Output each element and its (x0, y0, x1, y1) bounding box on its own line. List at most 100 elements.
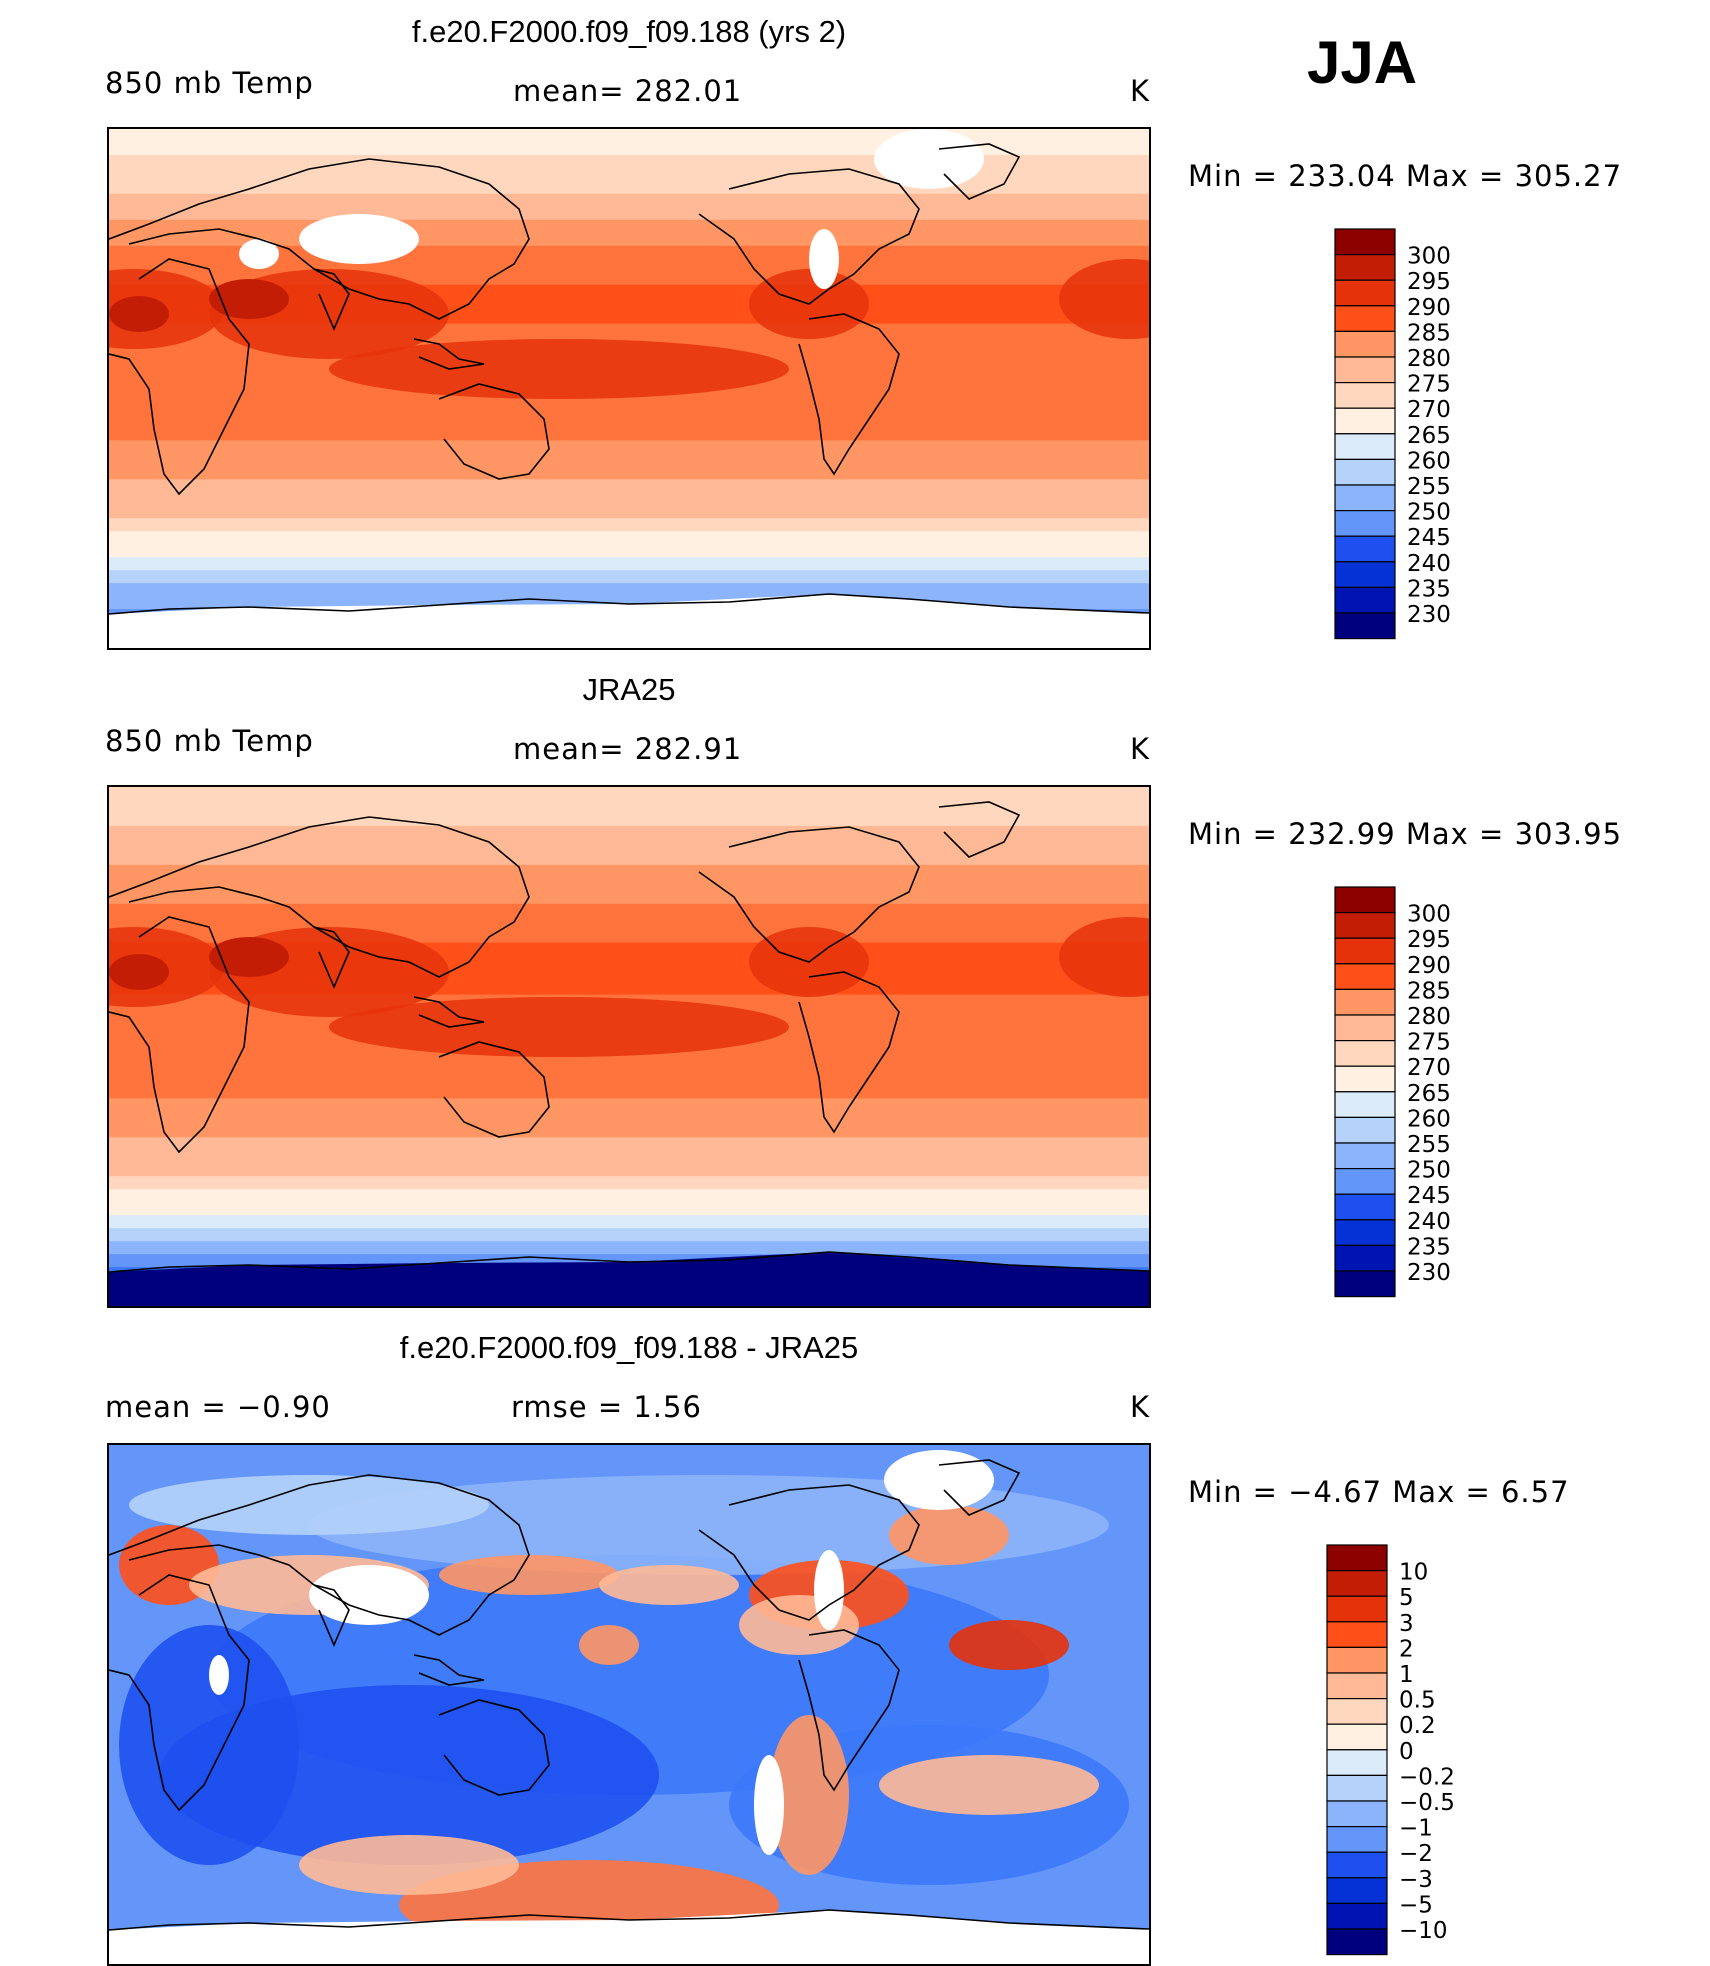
temperature-band (109, 414, 1149, 429)
colorbar-swatch (1326, 1570, 1388, 1597)
colorbar-swatch (1334, 988, 1396, 1016)
colorbar-label: 245 (1407, 525, 1451, 551)
colorbar-swatch (1334, 330, 1396, 358)
colorbar-label: 2 (1399, 1636, 1414, 1662)
colorbar-label: 260 (1407, 448, 1451, 474)
colorbar-label: 240 (1407, 1209, 1451, 1235)
colorbar-label: 300 (1407, 244, 1451, 270)
temperature-band (109, 799, 1149, 814)
coastline (938, 1459, 1021, 1516)
temperature-band (109, 1072, 1149, 1087)
hot-region (109, 296, 169, 332)
temperature-band (109, 193, 1149, 208)
temperature-band (109, 1137, 1149, 1152)
season-label: JJA (1307, 29, 1418, 96)
temperature-band (109, 557, 1149, 572)
colorbar-label: 0.2 (1399, 1713, 1436, 1739)
colorbar-swatch (1334, 279, 1396, 307)
temperature-band (109, 825, 1149, 840)
colorbar-label: 235 (1407, 1234, 1451, 1260)
temperature-band (109, 877, 1149, 892)
antarctica-mask (109, 1910, 1149, 1964)
colorbar-label: 295 (1407, 269, 1451, 295)
panel2-variable-label: 850 mb Temp (105, 724, 314, 758)
colorbar-label: 290 (1407, 953, 1451, 979)
temperature-band (109, 180, 1149, 195)
masked-terrain (209, 1655, 229, 1695)
colorbar-swatch (1334, 912, 1396, 939)
colorbar-label: 280 (1407, 346, 1451, 372)
colorbar-swatch (1334, 228, 1396, 256)
difference-field (109, 1445, 1149, 1964)
colorbar-label: 270 (1407, 397, 1451, 423)
colorbar-swatch (1326, 1902, 1388, 1930)
colorbar-swatch (1334, 433, 1396, 461)
colorbar-label: 255 (1407, 474, 1451, 500)
warm-anomaly-region (329, 997, 789, 1057)
colorbar-label: 290 (1407, 295, 1451, 321)
coastline (109, 1909, 1149, 1931)
temperature-band (109, 1059, 1149, 1074)
colorbar-label: −2 (1399, 1841, 1433, 1867)
panel3-units-label: K (1130, 1390, 1151, 1424)
colorbar-swatch (1326, 1749, 1388, 1777)
masked-terrain (754, 1755, 784, 1855)
colorbar-swatch (1326, 1800, 1388, 1828)
coastline (438, 1041, 550, 1138)
colorbar-label: 235 (1407, 576, 1451, 602)
colorbar-swatch (1334, 254, 1396, 281)
coastline (109, 1574, 250, 1812)
colorbar-swatch (1334, 382, 1396, 409)
coastline (698, 826, 920, 963)
temperature-band (109, 129, 1149, 143)
temperature-band (109, 167, 1149, 182)
temperature-band (109, 479, 1149, 494)
temperature-band (109, 890, 1149, 905)
coastline (109, 258, 250, 496)
temperature-band (109, 787, 1149, 801)
colorbar-swatch (1334, 963, 1396, 991)
difference-region (129, 1475, 489, 1535)
colorbar-label: 3 (1399, 1611, 1414, 1637)
colorbar-swatch (1334, 535, 1396, 563)
panel1-units-label: K (1130, 74, 1151, 108)
coastline (938, 143, 1021, 200)
coastline (109, 916, 250, 1154)
colorbar-label: 10 (1399, 1560, 1428, 1586)
antarctica-region (109, 594, 1149, 648)
temperature-band (109, 1163, 1149, 1178)
temperature-band (109, 1189, 1149, 1204)
colorbar-swatch (1326, 1826, 1388, 1853)
difference-region (889, 1505, 1009, 1565)
colorbar-swatch (1326, 1672, 1388, 1700)
temperature-band (109, 544, 1149, 559)
temperature-band (109, 1215, 1149, 1230)
colorbar-label: 295 (1407, 927, 1451, 953)
colorbar-swatch (1334, 305, 1396, 333)
colorbar-label: 255 (1407, 1132, 1451, 1158)
temperature-band (109, 219, 1149, 234)
coastline (109, 158, 530, 320)
colorbar-svg: 3002952902852802752702652602552502452402… (1334, 886, 1451, 1298)
hot-region (209, 279, 289, 319)
warm-anomaly-region (329, 339, 789, 399)
colorbar-label: 300 (1407, 902, 1451, 928)
colorbar-swatch (1326, 1698, 1388, 1725)
coastline (313, 268, 350, 332)
coastline (313, 926, 350, 990)
temperature-band (109, 1202, 1149, 1217)
temperature-band (109, 427, 1149, 442)
colorbar-label: 1 (1399, 1662, 1414, 1688)
colorbar-swatch (1334, 356, 1396, 384)
colorbar-swatch (1326, 1928, 1388, 1956)
temperature-band (109, 1241, 1149, 1256)
coastline (438, 1699, 550, 1796)
difference-region (769, 1715, 849, 1875)
coastline (698, 1484, 920, 1621)
masked-terrain (809, 229, 839, 289)
coastline (109, 1474, 530, 1636)
map-field (109, 787, 1149, 1306)
colorbar-label: 5 (1399, 1585, 1414, 1611)
masked-terrain (299, 214, 419, 264)
colorbar-swatch (1334, 937, 1396, 965)
